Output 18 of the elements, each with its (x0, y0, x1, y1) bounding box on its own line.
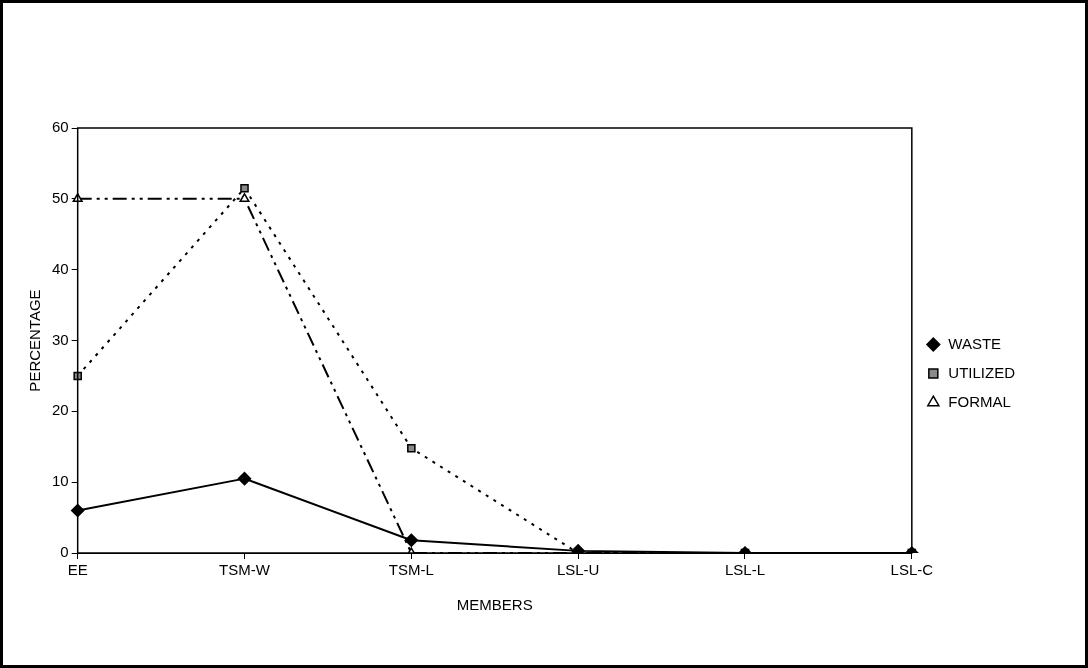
legend-label: UTILIZED (948, 363, 1016, 381)
y-tick-label: 50 (52, 188, 69, 206)
legend-label: FORMAL (948, 392, 1011, 410)
y-tick-label: 10 (52, 472, 69, 490)
x-tick-label: TSM-W (219, 561, 271, 579)
y-tick-label: 0 (60, 543, 69, 561)
y-axis-title: PERCENTAGE (26, 289, 44, 392)
x-tick-label: EE (67, 561, 88, 579)
x-tick-label: LSL-C (890, 561, 934, 579)
y-tick-label: 20 (52, 401, 69, 419)
legend-label: WASTE (948, 334, 1002, 352)
y-tick-label: 60 (52, 118, 69, 136)
x-tick-label: LSL-L (724, 561, 766, 579)
y-tick-label: 30 (52, 330, 69, 348)
y-tick-label: 40 (52, 259, 69, 277)
x-tick-label: TSM-L (388, 561, 434, 579)
x-axis-title: MEMBERS (456, 596, 533, 614)
x-tick-label: LSL-U (556, 561, 600, 579)
